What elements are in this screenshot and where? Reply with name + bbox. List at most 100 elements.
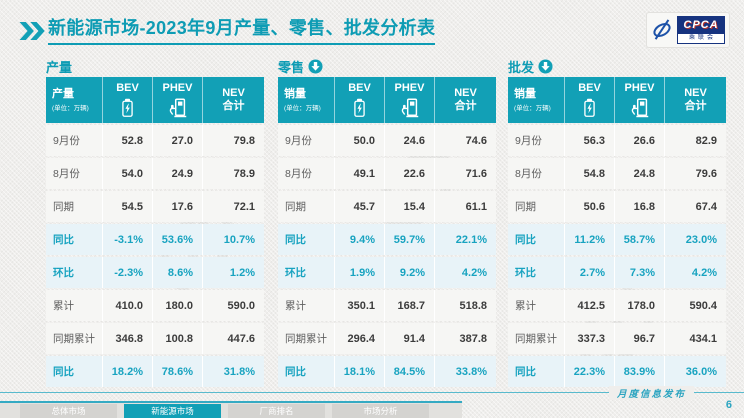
cell-value: 412.5 [564,290,614,321]
row-label: 累计 [515,300,536,312]
cell-value: 10.7% [202,224,264,255]
cell-value: 434.1 [664,323,726,354]
row-label: 环比 [515,267,536,279]
table-header: 产量 (单位：万辆) BEV PHEV NEV 合计 [46,77,264,123]
charging-station-icon [631,98,648,117]
cell-value: 50.0 [334,125,384,156]
table-row: 同比 9.4% 59.7% 22.1% [278,224,496,255]
row-label: 同期 [53,201,74,213]
production-table: 产量 (单位：万辆) BEV PHEV NEV 合计 9月份 52.8 27.0 79… [46,77,264,387]
tab-nev-market[interactable]: 新能源市场 [124,404,221,418]
row-label: 同比 [285,234,306,246]
row-label: 9月份 [53,135,80,147]
charging-station-icon [169,98,186,117]
cell-value: 79.6 [664,158,726,189]
cell-value: 79.8 [202,125,264,156]
header-cell-phev: PHEV [614,77,664,123]
cell-value: 23.0% [664,224,726,255]
header-cell-phev: PHEV [152,77,202,123]
cell-value: 447.6 [202,323,264,354]
header-cell-bev: BEV [334,77,384,123]
row-label: 8月份 [285,168,312,180]
logo-subtitle: 乘联会 [678,34,724,43]
tab-overall-market[interactable]: 总体市场 [20,404,117,418]
cell-value: 50.6 [564,191,614,222]
logo-text: CPCA [683,19,719,31]
table-row: 同期 45.7 15.4 61.1 [278,191,496,222]
cell-value: -2.3% [102,257,152,288]
cell-value: 31.8% [202,356,264,387]
bev-label: BEV [348,81,371,94]
table-header: 销量 (单位：万辆) BEV PHEV NEV 合计 [508,77,726,123]
table-row: 同期累计 296.4 91.4 387.8 [278,323,496,354]
table-row: 累计 412.5 178.0 590.4 [508,290,726,321]
production-table-section: 产量 产量 (单位：万辆) BEV PHEV NEV 合计 [46,56,264,387]
cell-value: 36.0% [664,356,726,387]
wholesale-table: 销量 (单位：万辆) BEV PHEV NEV 合计 9月份 56.3 26.6 82… [508,77,726,387]
cell-value: 11.2% [564,224,614,255]
bev-label: BEV [578,81,601,94]
row-label: 9月份 [285,135,312,147]
table-body: 9月份 50.0 24.6 74.6 8月份 49.1 22.6 71.6 同期 45.7 15.4… [278,125,496,387]
table-header: 销量 (单位：万辆) BEV PHEV NEV 合计 [278,77,496,123]
cell-value: 387.8 [434,323,496,354]
metric-label: 销量 [284,88,306,100]
cell-value: 22.1% [434,224,496,255]
title-rest: -2023年9月产量、零售、批发分析表 [139,18,436,38]
table-row: 9月份 56.3 26.6 82.9 [508,125,726,156]
cell-value: 72.1 [202,191,264,222]
cell-value: 178.0 [614,290,664,321]
row-label: 9月份 [515,135,542,147]
table-row: 同比 18.1% 84.5% 33.8% [278,356,496,387]
cell-value: 84.5% [384,356,434,387]
table-row: 累计 410.0 180.0 590.0 [46,290,264,321]
row-label: 同比 [285,366,306,378]
cell-value: 1.2% [202,257,264,288]
header-cell-metric: 销量 (单位：万辆) [278,77,334,123]
page-title: 新能源市场-2023年9月产量、零售、批发分析表 [48,14,436,45]
battery-icon [584,98,595,117]
row-label: 累计 [285,300,306,312]
row-label: 同期累计 [285,333,327,345]
page-number: 6 [725,399,732,411]
cell-value: 56.3 [564,125,614,156]
header-cell-metric: 销量 (单位：万辆) [508,77,564,123]
nev-total-label: 合计 [222,100,245,112]
unit-note: (单位：万辆) [514,105,551,112]
table-row: 环比 1.9% 9.2% 4.2% [278,257,496,288]
footer-banner: 月度信息发布 [608,386,694,400]
tab-market-analysis[interactable]: 市场分析 [332,404,429,418]
row-label: 8月份 [53,168,80,180]
header-cell-bev: BEV [102,77,152,123]
section-title-retail: 零售 [278,56,496,76]
cell-value: 49.1 [334,158,384,189]
cell-value: 91.4 [384,323,434,354]
nev-total-label: 合计 [454,100,477,112]
cell-value: 1.9% [334,257,384,288]
cell-value: 24.8 [614,158,664,189]
cell-value: 168.7 [384,290,434,321]
row-label: 同期累计 [53,333,95,345]
table-row: 8月份 54.0 24.9 78.9 [46,158,264,189]
cell-value: 100.8 [152,323,202,354]
cell-value: 54.0 [102,158,152,189]
cell-value: -3.1% [102,224,152,255]
row-label: 累计 [53,300,74,312]
cell-value: 590.4 [664,290,726,321]
cell-value: 9.4% [334,224,384,255]
row-label: 同期 [515,201,536,213]
row-label: 同期累计 [515,333,557,345]
tab-oem-ranking[interactable]: 厂商排名 [228,404,325,418]
cell-value: 54.5 [102,191,152,222]
section-title-production: 产量 [46,56,264,76]
cell-value: 337.3 [564,323,614,354]
down-arrow-icon [538,58,553,74]
table-row: 同比 11.2% 58.7% 23.0% [508,224,726,255]
cell-value: 18.1% [334,356,384,387]
row-label: 同期 [285,201,306,213]
cell-value: 52.8 [102,125,152,156]
section-title-label: 批发 [508,59,535,75]
cell-value: 9.2% [384,257,434,288]
cpca-swoosh-icon [653,19,671,40]
